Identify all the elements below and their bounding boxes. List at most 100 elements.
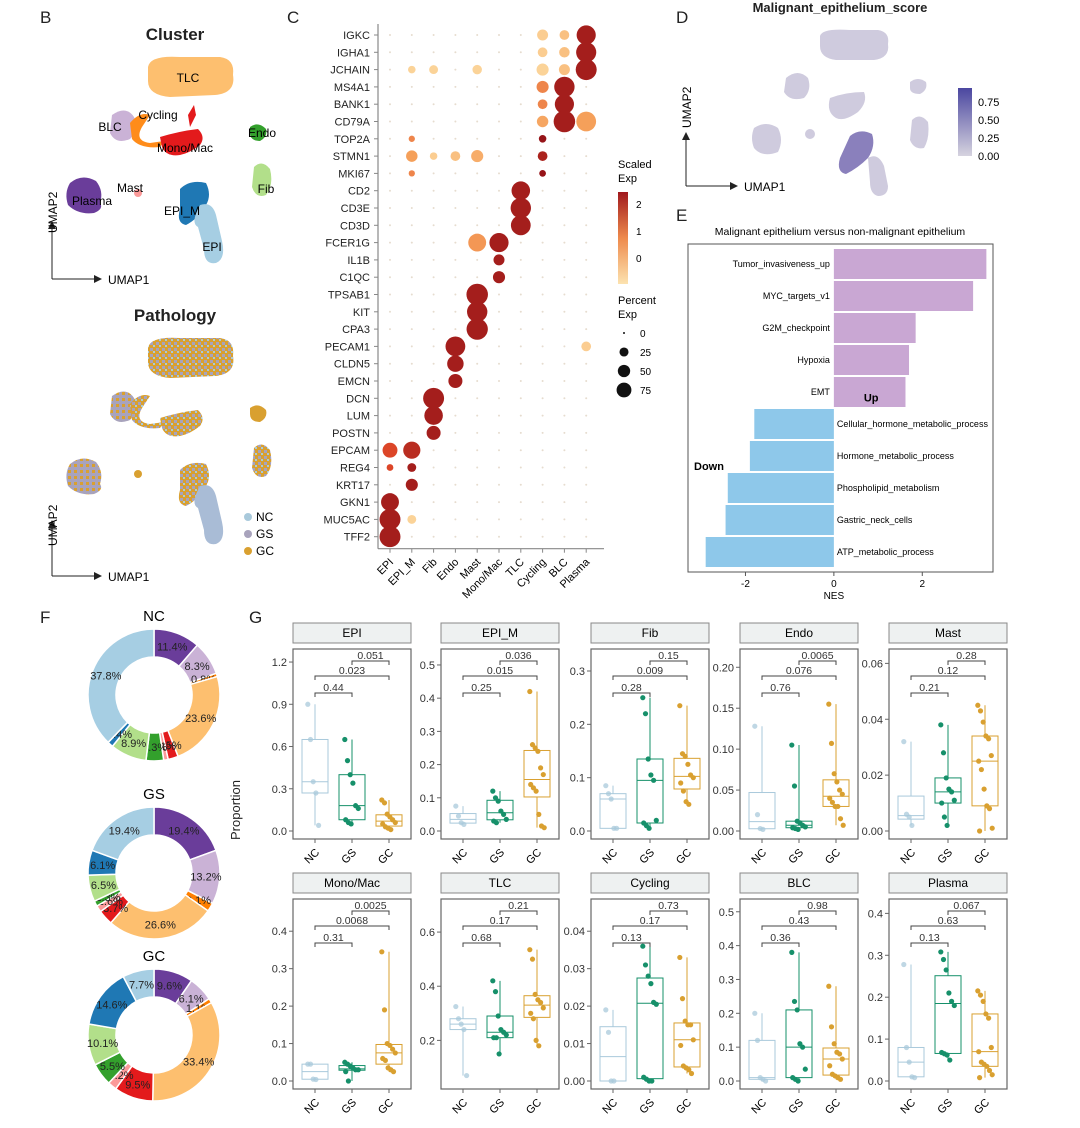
cluster-tick-label: Endo — [435, 556, 462, 583]
dot-marker — [407, 463, 417, 472]
gene-label: CLDN5 — [334, 359, 370, 371]
dot-marker — [432, 518, 435, 521]
dot-marker — [541, 483, 544, 486]
data-point — [837, 1051, 843, 1057]
dot-marker — [519, 68, 522, 71]
gene-label: JCHAIN — [330, 65, 370, 77]
y-tick-label: 0.02 — [862, 770, 883, 782]
data-point — [760, 826, 766, 832]
data-point — [752, 723, 758, 729]
pvalue-bracket — [612, 925, 688, 930]
data-point — [903, 1044, 910, 1051]
panel-letter-d: D — [676, 8, 689, 27]
dot-marker — [511, 181, 531, 200]
donut-slice-label: 5.5% — [100, 1061, 125, 1073]
data-point — [978, 766, 985, 773]
pvalue-label: 0.76 — [770, 682, 791, 694]
pvalue-label: 0.067 — [953, 900, 979, 912]
data-point — [754, 812, 761, 818]
data-point — [834, 779, 840, 785]
gene-label: MS4A1 — [334, 82, 370, 94]
dot-marker — [541, 449, 544, 452]
dot-marker — [498, 535, 500, 538]
dot-marker — [585, 293, 588, 296]
x-tick-label: GC — [524, 847, 544, 867]
data-point — [390, 1046, 396, 1052]
dot-marker — [498, 120, 500, 123]
data-point — [939, 800, 945, 806]
gene-label: FCER1G — [325, 238, 370, 250]
gene-label: CPA3 — [342, 324, 370, 336]
data-point — [680, 788, 686, 794]
y-tick-label: 0.00 — [862, 826, 883, 838]
gsea-bar-label: Hormone_metabolic_process — [837, 451, 955, 461]
y-tick-label: 0.00 — [713, 826, 734, 838]
facet-frame — [292, 898, 412, 1090]
cluster-label-fib: Fib — [258, 182, 275, 196]
pvalue-bracket — [612, 675, 688, 680]
dot-marker — [476, 172, 479, 175]
dot-marker — [379, 526, 401, 548]
gsea-chart: Malignant epithelium versus non-malignan… — [687, 226, 994, 600]
y-tick-label: 0.15 — [713, 703, 734, 715]
umap-blob-epim — [178, 181, 209, 225]
dot-marker — [575, 59, 597, 81]
dot-marker — [410, 501, 413, 504]
data-point — [493, 1035, 499, 1041]
cluster-label-epi: EPI — [202, 240, 221, 254]
plot-frame — [687, 243, 994, 573]
data-point — [938, 722, 944, 728]
dot-marker — [432, 501, 435, 504]
gsea-bar-label: ATP_metabolic_process — [837, 547, 934, 557]
dot-marker — [454, 258, 457, 261]
y-tick-label: 0.1 — [719, 1042, 734, 1054]
y-tick-label: 1.2 — [272, 657, 287, 669]
donut-slice-label: 6.1% — [179, 994, 204, 1006]
data-point — [752, 1010, 758, 1016]
data-point — [839, 791, 845, 797]
y-tick-label: 0.6 — [420, 927, 435, 939]
dot-marker — [541, 189, 544, 192]
pvalue-bracket — [761, 925, 837, 930]
data-point — [837, 787, 843, 793]
dot-marker — [454, 224, 457, 227]
dot-marker — [432, 466, 435, 469]
x-tick-label: GC — [972, 847, 992, 867]
data-point — [348, 821, 354, 827]
data-point — [529, 956, 536, 962]
dot-marker — [466, 283, 488, 306]
dot-marker — [519, 380, 522, 382]
dot-marker — [476, 518, 479, 521]
data-point — [535, 748, 541, 754]
score-umap-title: Malignant_epithelium_score — [752, 0, 928, 15]
panel-letter-e: E — [676, 206, 688, 225]
dot-marker — [432, 51, 435, 54]
dot-marker — [389, 397, 391, 400]
data-point — [345, 1078, 351, 1084]
dot-marker — [410, 345, 413, 348]
dot-marker — [454, 34, 457, 36]
y-tick-label: 0.1 — [570, 773, 585, 785]
dot-marker — [454, 501, 457, 504]
donut-title: GC — [143, 948, 166, 965]
donut-title: GS — [143, 786, 165, 803]
dot-marker — [585, 207, 588, 209]
y-tick-label: 0.0 — [272, 826, 287, 838]
dot-marker — [519, 431, 522, 434]
dot-marker — [563, 501, 566, 504]
data-point — [828, 1024, 835, 1030]
data-point — [984, 1063, 990, 1069]
legend-label-gc: GC — [256, 544, 274, 558]
gsea-bar-label: G2M_checkpoint — [762, 323, 830, 333]
dot-marker — [585, 189, 588, 192]
dot-marker — [576, 111, 597, 132]
donut-slice-label: 10.1% — [87, 1038, 118, 1050]
dot-marker — [498, 397, 500, 400]
dot-marker — [498, 501, 500, 504]
dot-marker — [498, 172, 500, 175]
dot-marker — [432, 328, 435, 331]
box-body — [673, 757, 701, 790]
data-point — [977, 992, 984, 998]
umap-blob-fib — [252, 163, 272, 196]
data-point — [307, 1061, 314, 1067]
